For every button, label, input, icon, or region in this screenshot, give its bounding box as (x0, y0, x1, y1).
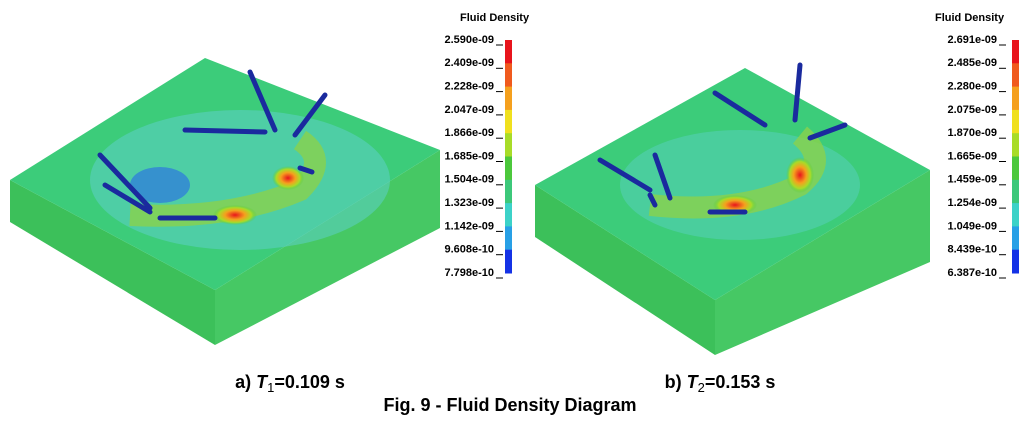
colorbar-label: 2.485e-09 (947, 57, 997, 69)
caption-b: b) T2=0.153 s (665, 372, 776, 395)
caption-subscript: 1 (267, 380, 274, 395)
page: a) T1=0.109 s b) T2=0.153 s Fig. 9 - Flu… (0, 0, 1022, 421)
caption-a: a) T1=0.109 s (235, 372, 345, 395)
colorbar-segment (1012, 203, 1019, 227)
colorbar-label: 8.439e-10 (947, 244, 997, 256)
colorbar-segment (505, 87, 512, 111)
figure-caption: Fig. 9 - Fluid Density Diagram (383, 395, 636, 415)
colorbar-title: Fluid Density (460, 12, 530, 24)
caption-prefix: a) (235, 372, 251, 392)
colorbar-label: 2.228e-09 (444, 81, 494, 93)
hotspot (213, 205, 257, 225)
caption-rest: =0.109 s (274, 372, 345, 392)
colorbar-segment (505, 110, 512, 134)
colorbar-segment (505, 133, 512, 157)
colorbar-label: 1.049e-09 (947, 220, 997, 232)
region (620, 130, 860, 240)
colorbar-label: 1.685e-09 (444, 150, 494, 162)
colorbar-segment (505, 180, 512, 204)
colorbar-label: 1.459e-09 (947, 174, 997, 186)
colorbar-label: 9.608e-10 (444, 244, 494, 256)
colorbar-title: Fluid Density (935, 12, 1005, 24)
caption-prefix: b) (665, 372, 682, 392)
colorbar-label: 1.504e-09 (444, 174, 494, 186)
render-b (535, 65, 930, 355)
colorbar-label: 2.590e-09 (444, 34, 494, 46)
colorbar-label: 1.665e-09 (947, 150, 997, 162)
colorbar-segment (1012, 63, 1019, 87)
colorbar-label: 1.323e-09 (444, 197, 494, 209)
colorbar-segment (505, 63, 512, 87)
colorbar-label: 7.798e-10 (444, 267, 494, 279)
hotspot (786, 157, 814, 193)
colorbar-label: 2.280e-09 (947, 81, 997, 93)
colorbar-segment (1012, 40, 1019, 64)
colorbar-label: 2.075e-09 (947, 104, 997, 116)
colorbar-segment (1012, 180, 1019, 204)
colorbar-label: 1.142e-09 (444, 220, 494, 232)
colorbar-segment (1012, 250, 1019, 274)
colorbar-segment (505, 250, 512, 274)
colorbar-label: 1.866e-09 (444, 127, 494, 139)
colorbar-segment (1012, 133, 1019, 157)
colorbar-label: 2.047e-09 (444, 104, 494, 116)
colorbar-segment (505, 203, 512, 227)
caption-rest: =0.153 s (705, 372, 776, 392)
colorbar-label: 2.409e-09 (444, 57, 494, 69)
colorbar-label: 1.870e-09 (947, 127, 997, 139)
colorbar-segment (505, 40, 512, 64)
render-a (10, 58, 440, 345)
colorbar-segment (1012, 157, 1019, 181)
colorbar-segment (1012, 110, 1019, 134)
colorbar-segment (1012, 226, 1019, 250)
colorbar-label: 6.387e-10 (947, 267, 997, 279)
figure: a) T1=0.109 s b) T2=0.153 s Fig. 9 - Flu… (0, 0, 1022, 421)
caption-subscript: 2 (698, 380, 705, 395)
colorbar-label: 1.254e-09 (947, 197, 997, 209)
colorbar-segment (1012, 87, 1019, 111)
colorbar-label: 2.691e-09 (947, 34, 997, 46)
colorbar-segment (505, 226, 512, 250)
colorbar-segment (505, 157, 512, 181)
